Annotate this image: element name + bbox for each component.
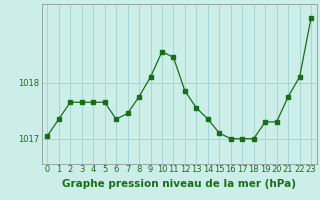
X-axis label: Graphe pression niveau de la mer (hPa): Graphe pression niveau de la mer (hPa) bbox=[62, 179, 296, 189]
